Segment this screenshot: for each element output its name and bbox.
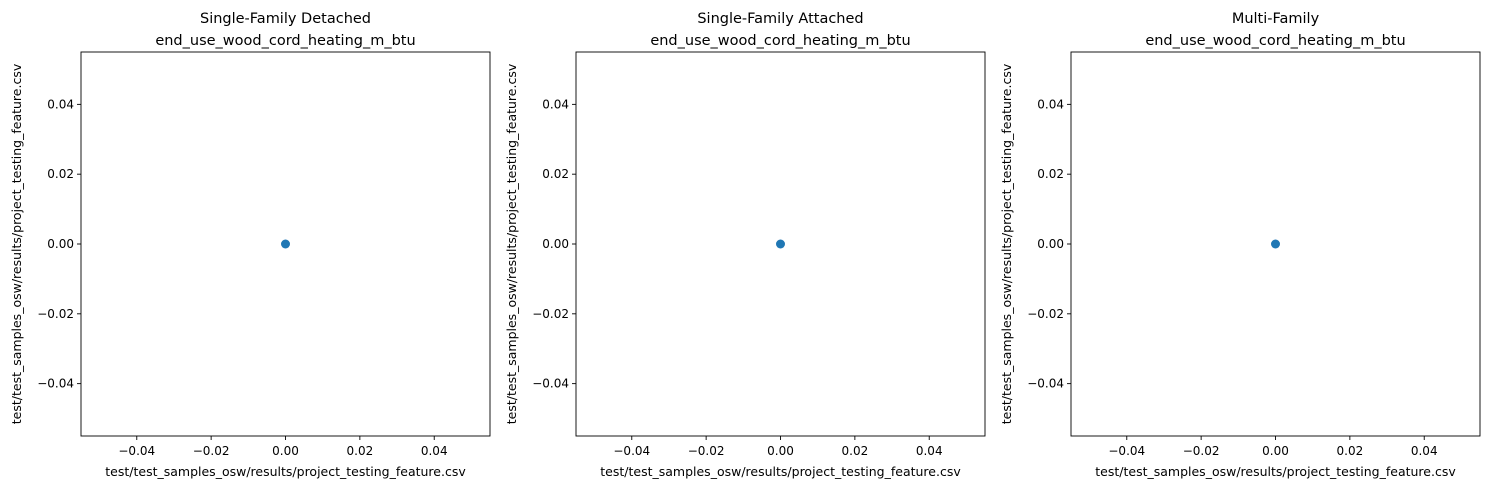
x-tick-label: 0.00: [767, 444, 794, 458]
y-tick-label: 0.02: [1037, 167, 1064, 181]
y-tick-label: −0.02: [1027, 307, 1064, 321]
chart-subtitle: end_use_wood_cord_heating_m_btu: [1145, 33, 1405, 49]
y-tick-label: −0.02: [532, 307, 569, 321]
y-tick-label: 0.02: [542, 167, 569, 181]
chart-subtitle: end_use_wood_cord_heating_m_btu: [155, 33, 415, 49]
x-tick-label: 0.02: [842, 444, 869, 458]
x-axis-label: test/test_samples_osw/results/project_te…: [600, 464, 961, 479]
chart-title: Single-Family Attached: [697, 11, 863, 27]
subplot-1: Single-Family Detached end_use_wood_cord_…: [9, 11, 491, 479]
y-tick-label: 0.00: [47, 237, 74, 251]
y-axis-label: test/test_samples_osw/results/project_te…: [504, 63, 519, 424]
y-tick-label: −0.04: [532, 377, 569, 391]
x-tick-label: −0.04: [118, 444, 155, 458]
y-axis-label: test/test_samples_osw/results/project_te…: [999, 63, 1014, 424]
y-tick-label: 0.00: [1037, 237, 1064, 251]
chart-title: Single-Family Detached: [200, 11, 371, 27]
y-axis-label: test/test_samples_osw/results/project_te…: [9, 63, 24, 424]
x-tick-label: 0.00: [272, 444, 299, 458]
chart-title: Multi-Family: [1232, 11, 1320, 27]
x-tick-label: 0.04: [916, 444, 943, 458]
x-tick-label: −0.02: [688, 444, 725, 458]
x-tick-label: −0.04: [1108, 444, 1145, 458]
subplot-2: Single-Family Attached end_use_wood_cord_…: [504, 11, 986, 479]
y-tick-label: −0.02: [37, 307, 74, 321]
data-point: [281, 239, 290, 249]
y-tick-label: 0.00: [542, 237, 569, 251]
y-tick-label: −0.04: [37, 377, 74, 391]
x-axis-label: test/test_samples_osw/results/project_te…: [105, 464, 466, 479]
x-tick-label: 0.02: [1337, 444, 1364, 458]
data-point: [1271, 239, 1280, 249]
x-tick-label: −0.02: [193, 444, 230, 458]
x-tick-label: −0.04: [613, 444, 650, 458]
y-tick-label: 0.02: [47, 167, 74, 181]
x-tick-label: 0.04: [1411, 444, 1438, 458]
data-point: [776, 239, 785, 249]
x-tick-label: 0.00: [1262, 444, 1289, 458]
x-tick-label: −0.02: [1183, 444, 1220, 458]
y-tick-label: 0.04: [1037, 97, 1064, 111]
subplot-3: Multi-Family end_use_wood_cord_heating_m_…: [999, 11, 1481, 479]
y-tick-label: −0.04: [1027, 377, 1064, 391]
x-axis-label: test/test_samples_osw/results/project_te…: [1095, 464, 1456, 479]
y-tick-label: 0.04: [542, 97, 569, 111]
y-tick-label: 0.04: [47, 97, 74, 111]
chart-subtitle: end_use_wood_cord_heating_m_btu: [650, 33, 910, 49]
x-tick-label: 0.04: [421, 444, 448, 458]
x-tick-label: 0.02: [347, 444, 374, 458]
